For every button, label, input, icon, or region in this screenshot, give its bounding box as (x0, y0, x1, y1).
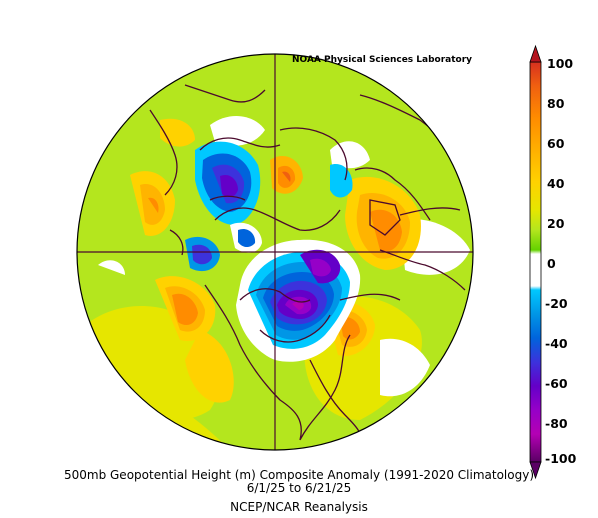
colorbar-label-40: 40 (547, 176, 565, 191)
colorbar-label-80: 80 (547, 96, 565, 111)
colorbar-label-20: 20 (547, 216, 565, 231)
colorbar-label-minus40: -40 (545, 336, 568, 351)
lab-credit: NOAA Physical Sciences Laboratory (292, 55, 473, 65)
map-boundary (76, 53, 474, 451)
colorbar-label-minus20: -20 (545, 296, 568, 311)
colorbar-label-minus80: -80 (545, 416, 568, 431)
colorbar (529, 44, 542, 480)
colorbar-label-60: 60 (547, 136, 565, 151)
colorbar-label-0: 0 (547, 256, 556, 271)
colorbar-label-100: 100 (547, 56, 574, 71)
caption-dates: 6/1/25 to 6/21/25 (246, 481, 352, 495)
caption-source: NCEP/NCAR Reanalysis (230, 500, 368, 514)
colorbar-label-minus60: -60 (545, 376, 568, 391)
caption-title: 500mb Geopotential Height (m) Composite … (63, 468, 534, 482)
colorbar-label-minus100: -100 (545, 451, 577, 466)
